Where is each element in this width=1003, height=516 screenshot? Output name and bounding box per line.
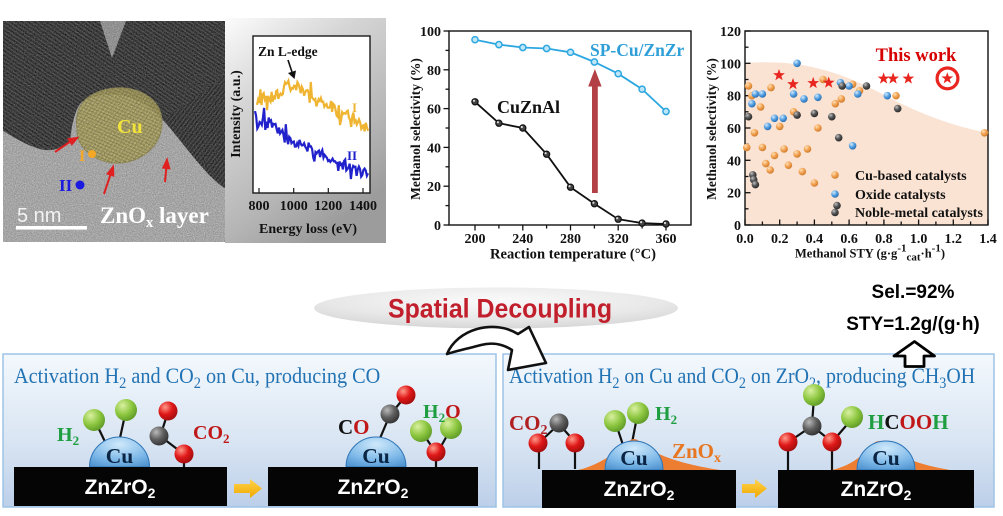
- svg-text:Methanol selectivity (%): Methanol selectivity (%): [704, 58, 719, 200]
- svg-text:20: 20: [727, 187, 741, 202]
- svg-text:CuZnAl: CuZnAl: [497, 97, 560, 117]
- svg-text:Methanol STY (g·g-1cat·h-1): Methanol STY (g·g-1cat·h-1): [795, 243, 945, 264]
- svg-text:280: 280: [560, 232, 581, 247]
- svg-text:60: 60: [427, 103, 441, 118]
- svg-text:Cu: Cu: [872, 446, 900, 470]
- svg-text:40: 40: [727, 154, 741, 169]
- svg-text:Methanol selectivity (%): Methanol selectivity (%): [408, 58, 423, 200]
- svg-text:Sel.=92%: Sel.=92%: [872, 282, 955, 303]
- svg-text:Oxide catalysts: Oxide catalysts: [855, 188, 946, 203]
- svg-text:Cu: Cu: [620, 446, 648, 470]
- svg-text:1.0: 1.0: [910, 232, 928, 247]
- svg-text:40: 40: [427, 141, 441, 156]
- svg-text:ZnZrO2: ZnZrO2: [841, 478, 912, 503]
- svg-text:Cu: Cu: [362, 444, 390, 468]
- svg-text:Spatial Decoupling: Spatial Decoupling: [388, 295, 612, 324]
- svg-text:II: II: [59, 176, 73, 195]
- svg-text:0.6: 0.6: [840, 232, 858, 247]
- svg-text:HCOOH: HCOOH: [868, 410, 949, 434]
- svg-text:I: I: [79, 148, 85, 165]
- svg-text:1.4: 1.4: [979, 232, 997, 247]
- svg-text:Zn L-edge: Zn L-edge: [258, 44, 318, 59]
- svg-text:Energy loss (eV): Energy loss (eV): [259, 222, 357, 237]
- svg-text:80: 80: [427, 64, 441, 79]
- svg-text:0.8: 0.8: [875, 232, 893, 247]
- svg-text:240: 240: [512, 232, 533, 247]
- svg-text:ZnZrO2: ZnZrO2: [604, 478, 675, 503]
- svg-text:60: 60: [727, 122, 741, 137]
- svg-text:Cu: Cu: [117, 116, 143, 138]
- svg-text:ZnZrO2: ZnZrO2: [85, 476, 156, 501]
- svg-text:100: 100: [420, 25, 441, 40]
- svg-text:200: 200: [465, 232, 486, 247]
- svg-text:1.2: 1.2: [945, 232, 963, 247]
- svg-text:ZnOx layer: ZnOx layer: [100, 203, 209, 231]
- svg-text:Reaction temperature (°C): Reaction temperature (°C): [490, 247, 656, 263]
- svg-text:CO: CO: [338, 415, 370, 439]
- svg-text:1200: 1200: [314, 199, 342, 214]
- svg-text:80: 80: [727, 90, 741, 105]
- svg-text:ZnOx: ZnOx: [672, 439, 721, 466]
- svg-text:I: I: [352, 100, 357, 115]
- svg-text:SP-Cu/ZnZr: SP-Cu/ZnZr: [590, 40, 685, 60]
- svg-text:5 nm: 5 nm: [17, 205, 61, 227]
- svg-text:0.4: 0.4: [806, 232, 824, 247]
- svg-text:0.2: 0.2: [771, 232, 789, 247]
- svg-text:CO2: CO2: [193, 422, 230, 446]
- svg-text:320: 320: [608, 232, 629, 247]
- svg-text:1400: 1400: [349, 199, 377, 214]
- svg-text:20: 20: [427, 180, 441, 195]
- svg-text:0.0: 0.0: [736, 232, 754, 247]
- svg-text:ZnZrO2: ZnZrO2: [338, 476, 409, 501]
- svg-text:120: 120: [720, 25, 741, 40]
- svg-text:0: 0: [434, 219, 441, 234]
- svg-text:100: 100: [720, 57, 741, 72]
- svg-text:This work: This work: [876, 46, 957, 66]
- svg-text:Cu-based catalysts: Cu-based catalysts: [855, 169, 967, 184]
- svg-text:360: 360: [656, 232, 677, 247]
- svg-text:II: II: [347, 148, 357, 163]
- svg-text:Cu: Cu: [106, 444, 134, 468]
- svg-text:STY=1.2g/(g·h): STY=1.2g/(g·h): [846, 314, 980, 335]
- svg-text:1000: 1000: [280, 199, 308, 214]
- svg-text:800: 800: [249, 199, 270, 214]
- svg-text:Noble-metal catalysts: Noble-metal catalysts: [855, 206, 983, 221]
- svg-text:0: 0: [734, 219, 741, 234]
- svg-text:Intensity (a.u.): Intensity (a.u.): [229, 70, 244, 158]
